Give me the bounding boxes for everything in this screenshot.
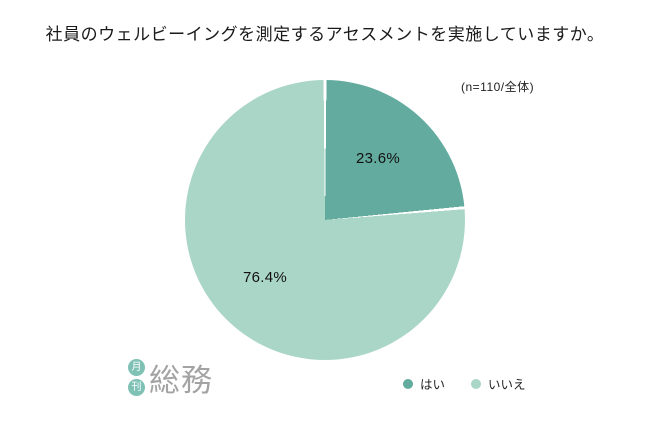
slice-label-yes: 23.6%	[356, 150, 401, 167]
logo-circle-month: 月	[128, 359, 145, 376]
legend-item-no: いいえ	[471, 374, 526, 393]
legend: はい いいえ	[403, 374, 526, 393]
legend-dot-yes-icon	[403, 378, 413, 389]
gekkan-soumu-logo: 月 刊 総務	[128, 355, 213, 400]
logo-circle-issue: 刊	[128, 379, 145, 396]
legend-dot-no-icon	[471, 378, 482, 389]
legend-item-yes: はい	[403, 374, 445, 393]
legend-label-yes: はい	[420, 378, 446, 392]
chart-title: 社員のウェルビーイングを測定するアセスメントを実施していますか。	[45, 25, 605, 44]
sample-size-note: (n=110/全体)	[461, 80, 535, 94]
logo-circles: 月 刊	[128, 359, 145, 396]
pie-chart	[185, 80, 465, 360]
legend-label-no: いいえ	[488, 378, 526, 392]
logo-text: 総務	[149, 363, 213, 398]
slice-label-no: 76.4%	[243, 269, 288, 286]
